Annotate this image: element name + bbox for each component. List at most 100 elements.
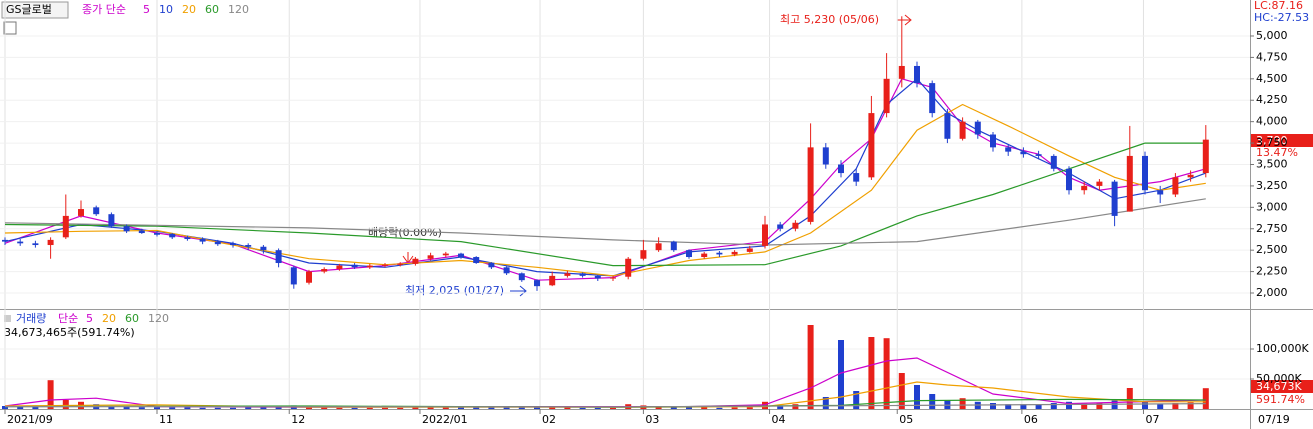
legend-entry: 120 [228, 3, 249, 16]
volume-bar [914, 385, 920, 409]
ticker: GS글로벌 [6, 3, 52, 16]
candle-body [838, 164, 844, 174]
volume-bar [610, 407, 616, 409]
x-tick-label: 2021/09 [7, 413, 53, 426]
y-tick-label: 3,000 [1256, 200, 1288, 213]
high-annotation: 최고 5,230 (05/06) [780, 13, 879, 26]
candle-body [458, 253, 464, 258]
volume-bar [123, 406, 130, 409]
candle-body [138, 230, 145, 234]
candle-body [655, 243, 662, 251]
candle-body [260, 246, 267, 251]
volume-bar [1111, 400, 1118, 409]
candle-body [518, 273, 525, 281]
y-tick-label: 2,500 [1256, 243, 1288, 256]
candle-body [1005, 147, 1012, 152]
candle-body [640, 250, 647, 259]
volume-bar [807, 325, 814, 409]
volume-bar [1157, 403, 1164, 409]
y-tick-label: 3,500 [1256, 157, 1288, 170]
ma-line [4, 77, 1207, 277]
y-tick-label: 4,750 [1256, 50, 1288, 63]
legend-entry: 5 [86, 312, 93, 325]
volume-bar [518, 407, 525, 409]
volume-bar [1050, 403, 1057, 409]
volume-bar [62, 400, 69, 409]
candle-body [883, 78, 890, 114]
legend-entry: 20 [102, 312, 116, 325]
legend-entry: 10 [159, 3, 173, 16]
volume-bar [686, 407, 692, 409]
volume-indicator-label: 단순 [58, 312, 78, 325]
x-tick-label: 12 [291, 413, 305, 426]
volume-bar [959, 398, 966, 409]
candle-body [351, 264, 358, 268]
y-tick-label: 3,250 [1256, 179, 1288, 192]
candle-body [625, 258, 632, 277]
volume-bar [503, 407, 510, 409]
end-date: 07/19 [1258, 413, 1290, 426]
candle-body [1035, 154, 1042, 156]
candle-body [47, 239, 54, 246]
y-tick-label: 4,000 [1256, 115, 1288, 128]
candle-body [534, 280, 540, 287]
x-tick-label: 2022/01 [422, 413, 468, 426]
volume-bar [154, 407, 160, 409]
volume-bar [427, 406, 434, 409]
candle-body [488, 263, 495, 268]
candle-body [990, 134, 996, 148]
y-tick-label: 50,000K [1256, 372, 1302, 385]
candle-body [214, 241, 221, 245]
candle-body [62, 215, 69, 238]
candle-body [974, 121, 981, 135]
candle-body [1111, 181, 1118, 216]
candle-body [716, 252, 723, 255]
ticker-box[interactable] [1, 1, 69, 19]
y-tick-label: 4,250 [1256, 93, 1288, 106]
volume-bar [275, 406, 282, 409]
candle-body [686, 250, 692, 258]
volume-bar [366, 407, 373, 409]
volume-bar [670, 407, 677, 409]
volume-bar [701, 407, 708, 409]
volume-bar [1066, 401, 1072, 409]
volume-bar [1187, 402, 1194, 409]
x-tick-label: 04 [772, 413, 786, 426]
legend-entry: 60 [205, 3, 219, 16]
candle-body [412, 258, 419, 264]
candle-body [822, 147, 829, 165]
volume-bar [1020, 404, 1027, 409]
candle-body [1187, 174, 1194, 178]
candle-body [807, 147, 814, 222]
option-button[interactable] [3, 21, 17, 35]
volume-bar [944, 400, 951, 409]
volume-bar [245, 407, 252, 409]
candle-body [184, 237, 191, 240]
candle-body [382, 264, 388, 266]
candle-body [1126, 155, 1133, 212]
candle-body [321, 269, 328, 272]
candle-body [1066, 168, 1072, 191]
candle-body [199, 239, 206, 242]
volume-bar [564, 407, 571, 409]
candle-body [336, 265, 343, 270]
candle-body [746, 248, 753, 252]
candle-body [32, 243, 39, 246]
volume-bar [412, 407, 419, 409]
ma-line [4, 78, 1206, 281]
candle-body [959, 121, 966, 139]
candle-body [792, 222, 799, 229]
candle-body [1096, 181, 1103, 186]
candle-body [169, 233, 176, 238]
x-tick-label: 07 [1145, 413, 1159, 426]
volume-bar [336, 407, 343, 409]
last-volume: 34,673K [1256, 380, 1302, 393]
ma-line [4, 357, 1206, 408]
candle-body [78, 209, 84, 216]
x-tick-label: 02 [542, 413, 556, 426]
volume-bar [1172, 403, 1179, 409]
volume-bar [1005, 404, 1012, 409]
volume-bar [853, 391, 860, 409]
volume-bar [473, 407, 480, 409]
y-tick-label: 2,000 [1256, 286, 1288, 299]
